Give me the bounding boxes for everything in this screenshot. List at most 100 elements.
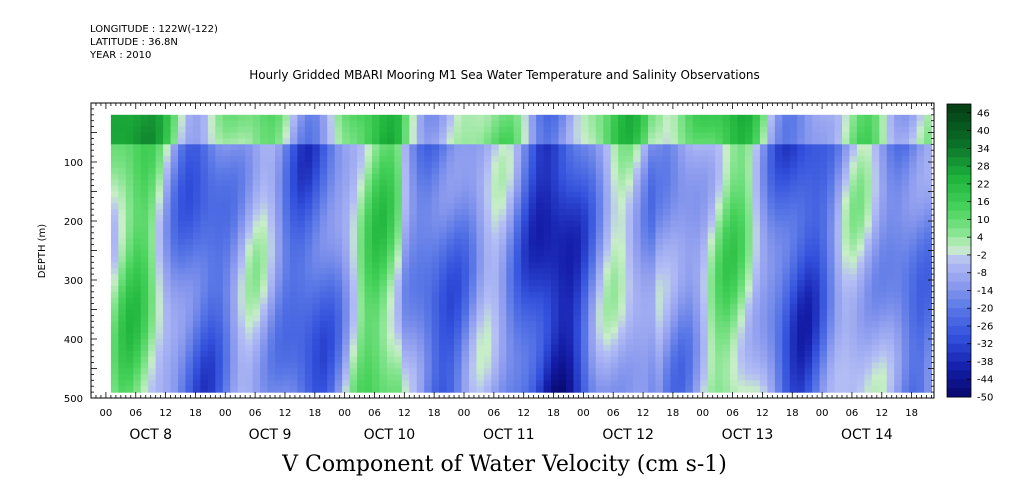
field-cell [648, 132, 657, 139]
field-cell [364, 262, 373, 269]
field-cell [685, 162, 694, 169]
field-cell [692, 333, 701, 340]
field-cell [827, 350, 836, 358]
field-cell [372, 333, 381, 340]
field-cell [715, 215, 724, 222]
field-cell [200, 191, 209, 198]
field-cell [759, 291, 768, 299]
field-cell [118, 203, 127, 210]
field-cell [125, 167, 134, 175]
field-cell [894, 126, 903, 134]
field-cell [200, 126, 209, 134]
field-cell [245, 238, 254, 246]
field-cell [110, 120, 119, 128]
field-cell [633, 156, 642, 163]
field-cell [439, 203, 448, 210]
field-cell [364, 197, 373, 204]
field-cell [424, 291, 433, 299]
field-cell [379, 114, 388, 122]
field-cell [483, 297, 492, 305]
field-cell [282, 132, 291, 139]
field-cell [431, 356, 440, 364]
field-cell [155, 173, 164, 181]
field-cell [603, 285, 612, 293]
field-cell [215, 268, 224, 275]
field-cell [737, 232, 746, 240]
field-cell [364, 356, 373, 364]
field-cell [551, 215, 560, 222]
field-cell [879, 285, 888, 293]
field-cell [595, 350, 604, 358]
field-cell [655, 362, 664, 370]
field-cell [797, 120, 806, 128]
field-cell [372, 244, 381, 252]
field-cell [894, 215, 903, 222]
field-cell [178, 238, 187, 246]
field-cell [856, 327, 865, 334]
field-cell [110, 144, 119, 151]
field-cell [901, 162, 910, 169]
field-cell [170, 303, 179, 311]
field-cell [148, 197, 157, 204]
field-cell [841, 297, 851, 305]
field-cell [879, 132, 888, 139]
field-cell [454, 386, 463, 393]
field-cell [767, 120, 776, 128]
field-cell [603, 126, 612, 134]
field-cell [431, 114, 440, 122]
field-cell [655, 209, 664, 216]
field-cell [357, 386, 366, 393]
field-cell [849, 327, 858, 334]
field-cell [640, 333, 649, 340]
field-cell [483, 333, 492, 340]
field-cell [737, 350, 746, 358]
field-cell [864, 221, 873, 228]
field-cell [364, 173, 373, 181]
field-cell [573, 291, 582, 299]
field-cell [551, 350, 560, 358]
field-cell [334, 238, 343, 246]
field-cell [237, 162, 246, 169]
field-cell [894, 197, 903, 204]
field-cell [789, 368, 798, 375]
field-cell [267, 132, 276, 139]
field-cell [894, 274, 903, 281]
field-cell [133, 203, 142, 210]
field-cell [319, 144, 328, 151]
field-cell [498, 173, 507, 181]
field-cell [304, 244, 313, 252]
field-cell [715, 209, 724, 216]
field-cell [133, 126, 142, 134]
field-cell [454, 285, 463, 293]
field-cell [506, 356, 515, 364]
field-cell [819, 297, 828, 305]
field-cell [133, 250, 142, 257]
field-cell [856, 156, 865, 163]
field-cell [573, 297, 582, 305]
field-cell [752, 374, 761, 381]
field-cell [640, 291, 649, 299]
field-cell [468, 120, 478, 128]
field-cell [304, 156, 313, 163]
field-cell [148, 262, 157, 269]
field-cell [401, 150, 410, 157]
field-cell [304, 250, 313, 257]
field-cell [409, 356, 418, 364]
field-cell [506, 285, 515, 293]
field-cell [170, 291, 179, 299]
field-cell [580, 374, 589, 381]
field-cell [498, 215, 507, 222]
field-cell [245, 356, 254, 364]
field-cell [200, 150, 209, 157]
field-cell [125, 226, 134, 234]
field-cell [543, 291, 552, 299]
field-cell [841, 250, 851, 257]
field-cell [759, 256, 768, 263]
field-cell [655, 321, 664, 328]
field-cell [722, 374, 731, 381]
field-cell [767, 280, 776, 287]
field-cell [342, 156, 351, 163]
field-cell [372, 179, 381, 187]
field-cell [215, 350, 224, 358]
field-cell [715, 362, 724, 370]
